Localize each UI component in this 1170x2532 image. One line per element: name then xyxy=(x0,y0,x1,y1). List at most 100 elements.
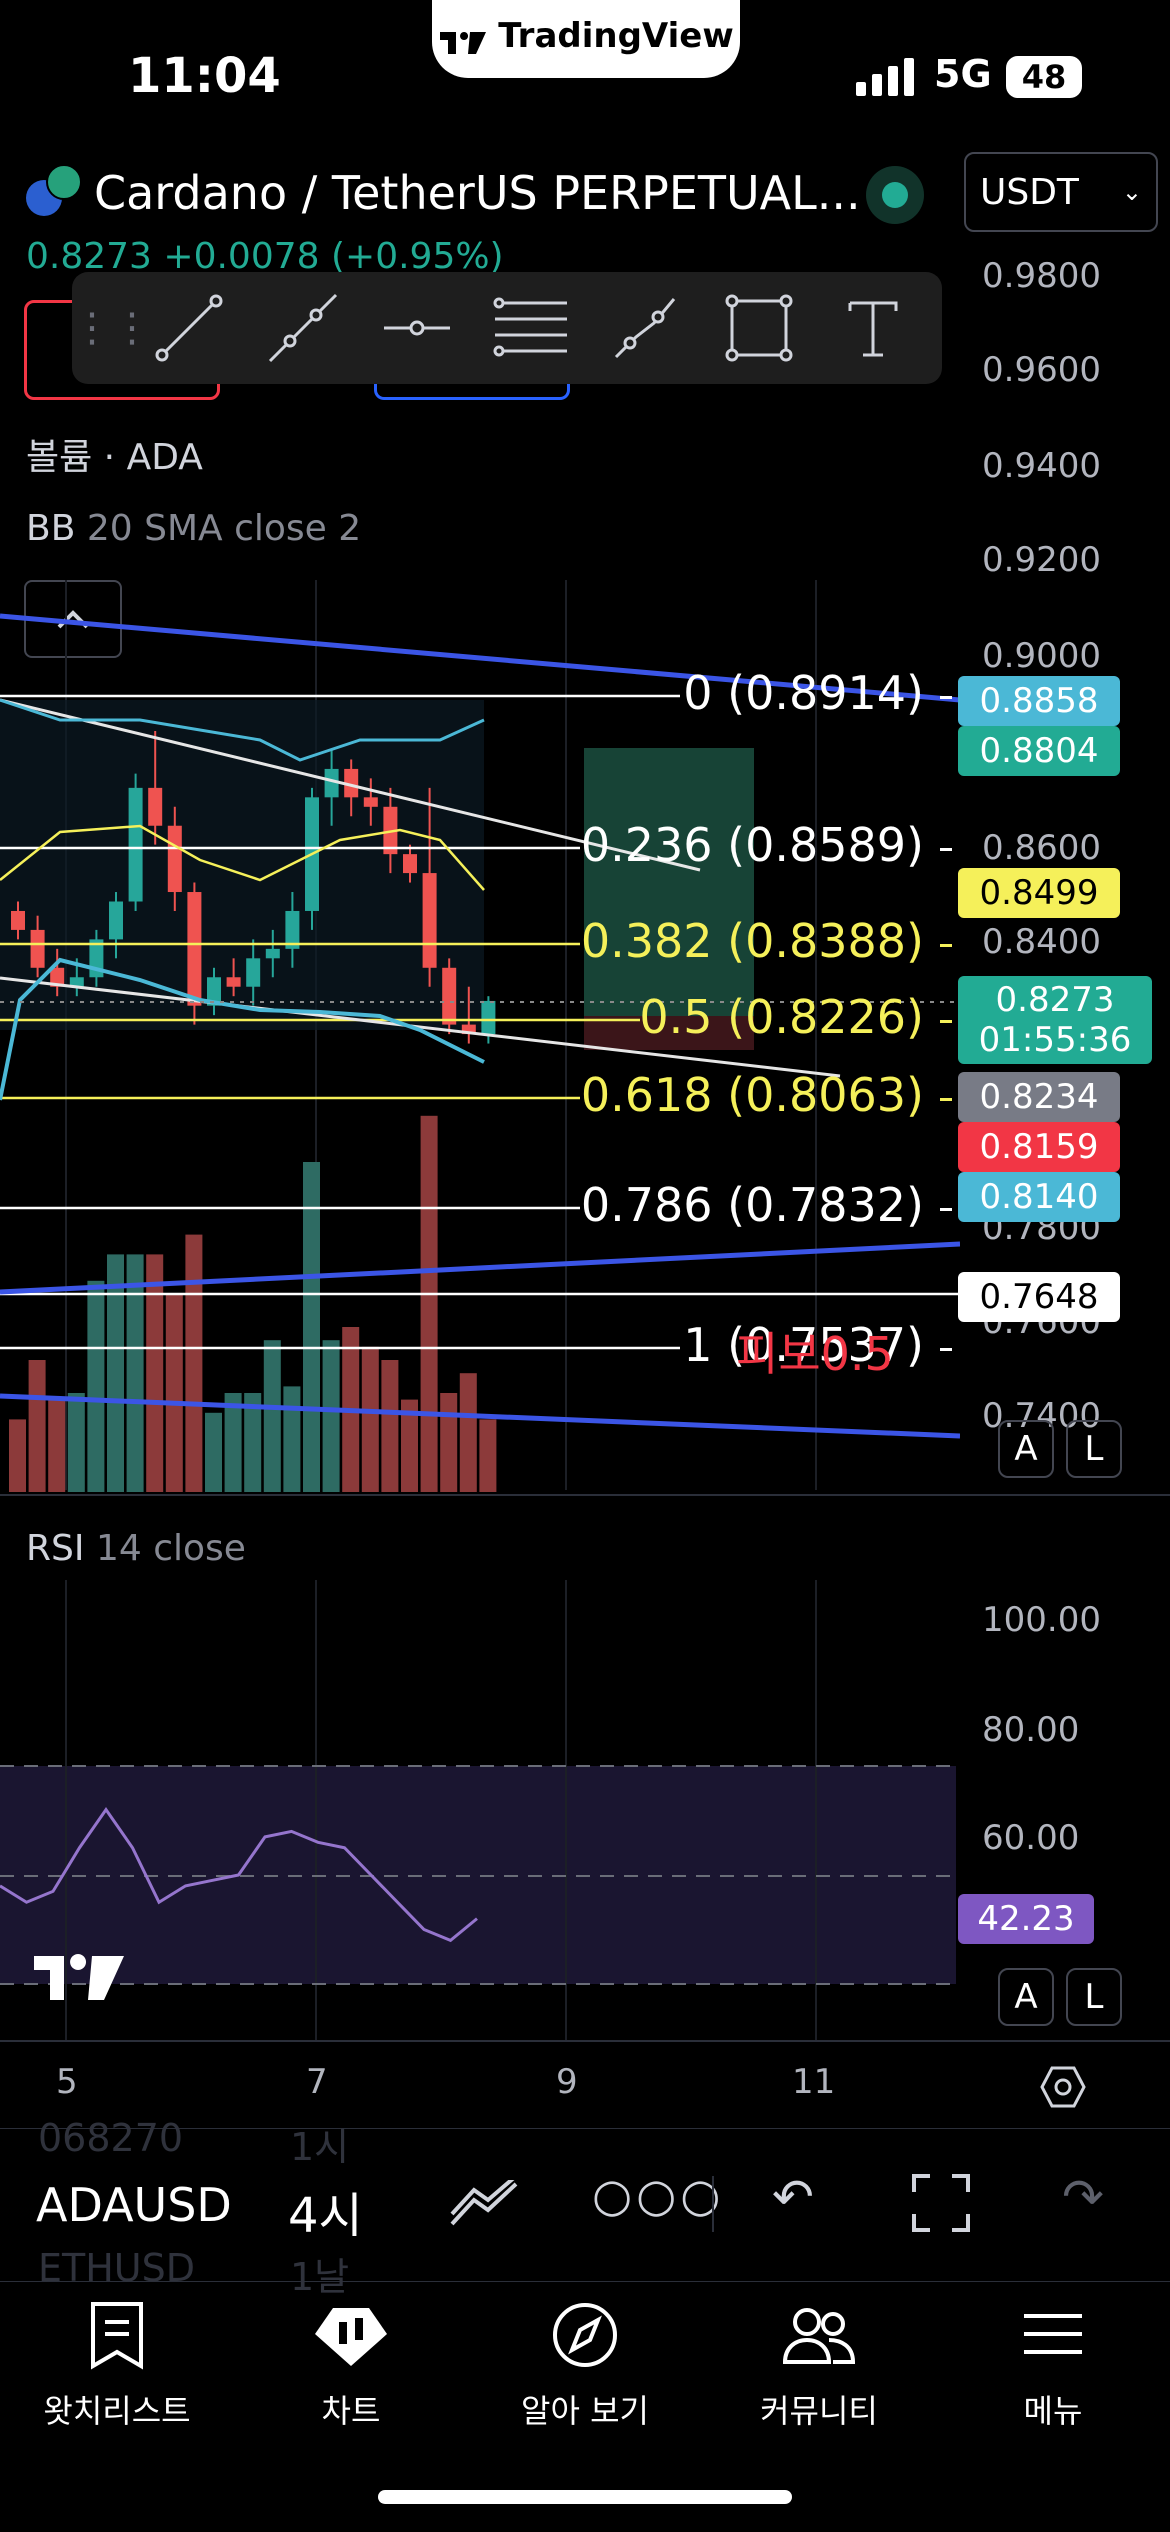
fib-level-label: 0.618 (0.8063) xyxy=(580,1068,924,1122)
volume-bar xyxy=(87,1280,105,1492)
candle-body xyxy=(344,768,359,798)
fib-level-label: 0.786 (0.7832) xyxy=(580,1178,924,1232)
countdown-timer: 01:55:36 xyxy=(978,1020,1132,1060)
fib-tick xyxy=(940,1098,952,1101)
rsi-current-tag: 42.23 xyxy=(958,1894,1094,1944)
price-axis-label: 0.9200 xyxy=(982,540,1101,580)
price-tag: 0.8858 xyxy=(958,676,1120,726)
drag-handle-icon[interactable]: ⋮⋮ xyxy=(72,305,152,351)
market-status-icon[interactable] xyxy=(866,166,924,224)
drawing-toolbar: ⋮⋮ xyxy=(72,272,942,384)
trend-line-icon[interactable] xyxy=(132,272,246,384)
long-position-stop-zone xyxy=(584,1016,754,1050)
tradingview-watermark-icon xyxy=(34,1954,124,2000)
price-axis-label: 0.9400 xyxy=(982,446,1101,486)
rsi-name: RSI xyxy=(26,1528,85,1569)
volume-bar xyxy=(9,1419,26,1492)
auto-scale-button[interactable]: A xyxy=(998,1420,1054,1478)
rsi-log-scale-button[interactable]: L xyxy=(1066,1968,1122,2026)
interval-picker[interactable]: 4시 xyxy=(288,2188,363,2244)
candle-body xyxy=(285,910,300,949)
candle-body xyxy=(442,967,457,1025)
rectangle-icon[interactable] xyxy=(702,272,816,384)
home-indicator[interactable] xyxy=(378,2490,792,2504)
menu-icon xyxy=(1024,2314,1082,2354)
fib-tick xyxy=(940,696,952,699)
price-tag: 0.8140 xyxy=(958,1172,1120,1222)
trend-lines xyxy=(0,698,841,1078)
volume-legend[interactable]: 볼륨 · ADA xyxy=(26,437,203,478)
nav-chart[interactable]: 차트 xyxy=(234,2282,468,2532)
pane-divider[interactable] xyxy=(0,1494,1170,1496)
candle-body xyxy=(187,892,202,1006)
price-axis-label: 0.9000 xyxy=(982,636,1101,676)
price-chart[interactable] xyxy=(0,580,960,1500)
rsi-legend[interactable]: RSI 14 close xyxy=(26,1528,246,1569)
chart-settings-icon[interactable] xyxy=(1040,2064,1086,2110)
price-axis-label: 0.8400 xyxy=(982,922,1101,962)
candle-body xyxy=(481,1000,496,1035)
rsi-axis-label: 60.00 xyxy=(982,1818,1080,1858)
battery-icon: 48 xyxy=(1006,56,1082,98)
fib-level-label: 0.382 (0.8388) xyxy=(580,914,924,968)
candle-body xyxy=(167,825,182,893)
annotation-text[interactable]: 피보0.5 xyxy=(736,1327,894,1381)
price-change: 0.8273 +0.0078 (+0.95%) xyxy=(26,236,504,277)
symbol-title[interactable]: Cardano / TetherUS PERPETUAL... xyxy=(94,166,861,220)
time-label: 11 xyxy=(792,2062,836,2102)
symbol-picker[interactable]: ADAUSD xyxy=(36,2178,232,2232)
price-axis-label: 0.9600 xyxy=(982,350,1101,390)
currency-value: USDT xyxy=(980,171,1079,213)
ray-icon[interactable] xyxy=(246,272,360,384)
candle-body xyxy=(403,854,417,874)
redo-icon[interactable]: ↷ xyxy=(1062,2168,1104,2226)
fib-lines xyxy=(0,694,960,1350)
tradingview-brand: TradingView xyxy=(498,16,734,56)
candle-body xyxy=(363,797,378,807)
nav-community[interactable]: 커뮤니티 xyxy=(702,2282,936,2532)
bb-lower xyxy=(0,957,485,1101)
bb-upper xyxy=(0,698,485,762)
more-icon[interactable]: ○○○ xyxy=(592,2168,725,2222)
candle-body xyxy=(422,873,437,968)
bb-basis xyxy=(0,824,485,891)
horizontal-ray-icon[interactable] xyxy=(360,272,474,384)
price-tag: 0.8273 01:55:36 xyxy=(958,976,1152,1064)
fib-retracement-icon[interactable] xyxy=(474,272,588,384)
time-label: 5 xyxy=(56,2062,78,2102)
fib-tick xyxy=(940,1208,952,1211)
fullscreen-icon[interactable] xyxy=(910,2172,972,2234)
candle-body xyxy=(461,1024,476,1035)
tradingview-pill[interactable]: TradingView xyxy=(432,0,740,78)
chart-icon xyxy=(315,2308,387,2366)
log-scale-button[interactable]: L xyxy=(1066,1420,1122,1478)
bb-legend[interactable]: BB 20 SMA close 2 xyxy=(26,508,361,549)
ghost-symbol-below: ETHUSD xyxy=(38,2246,195,2290)
volume-bar xyxy=(185,1234,203,1492)
volume-bars xyxy=(9,1115,497,1492)
rsi-band xyxy=(0,1766,956,1984)
nav-watchlist[interactable]: 왓치리스트 xyxy=(0,2282,234,2532)
network-type: 5G xyxy=(934,52,992,96)
long-position-target-zone xyxy=(584,748,754,1016)
volume-bar xyxy=(146,1254,164,1492)
currency-select[interactable]: USDT ⌄ xyxy=(964,152,1158,232)
time-label: 7 xyxy=(306,2062,328,2102)
candle-body xyxy=(30,929,45,968)
undo-icon[interactable]: ↶ xyxy=(772,2168,814,2226)
ghost-symbol-above: 068270 xyxy=(38,2116,184,2160)
price-tag: 0.8159 xyxy=(958,1122,1120,1172)
explore-icon xyxy=(553,2303,617,2367)
path-icon[interactable] xyxy=(588,272,702,384)
nav-menu[interactable]: 메뉴 xyxy=(936,2282,1170,2532)
nav-explore[interactable]: 알아 보기 xyxy=(468,2282,702,2532)
rsi-chart[interactable] xyxy=(0,1580,960,2040)
indicators-icon[interactable] xyxy=(448,2180,520,2228)
rsi-auto-scale-button[interactable]: A xyxy=(998,1968,1054,2026)
time-axis-divider xyxy=(0,2040,1170,2042)
candle-body xyxy=(246,958,261,987)
volume-bar xyxy=(459,1373,477,1492)
text-icon[interactable] xyxy=(816,272,930,384)
candle-body xyxy=(226,977,241,987)
fib-level-label: 1 (0.7537) xyxy=(683,1318,924,1372)
